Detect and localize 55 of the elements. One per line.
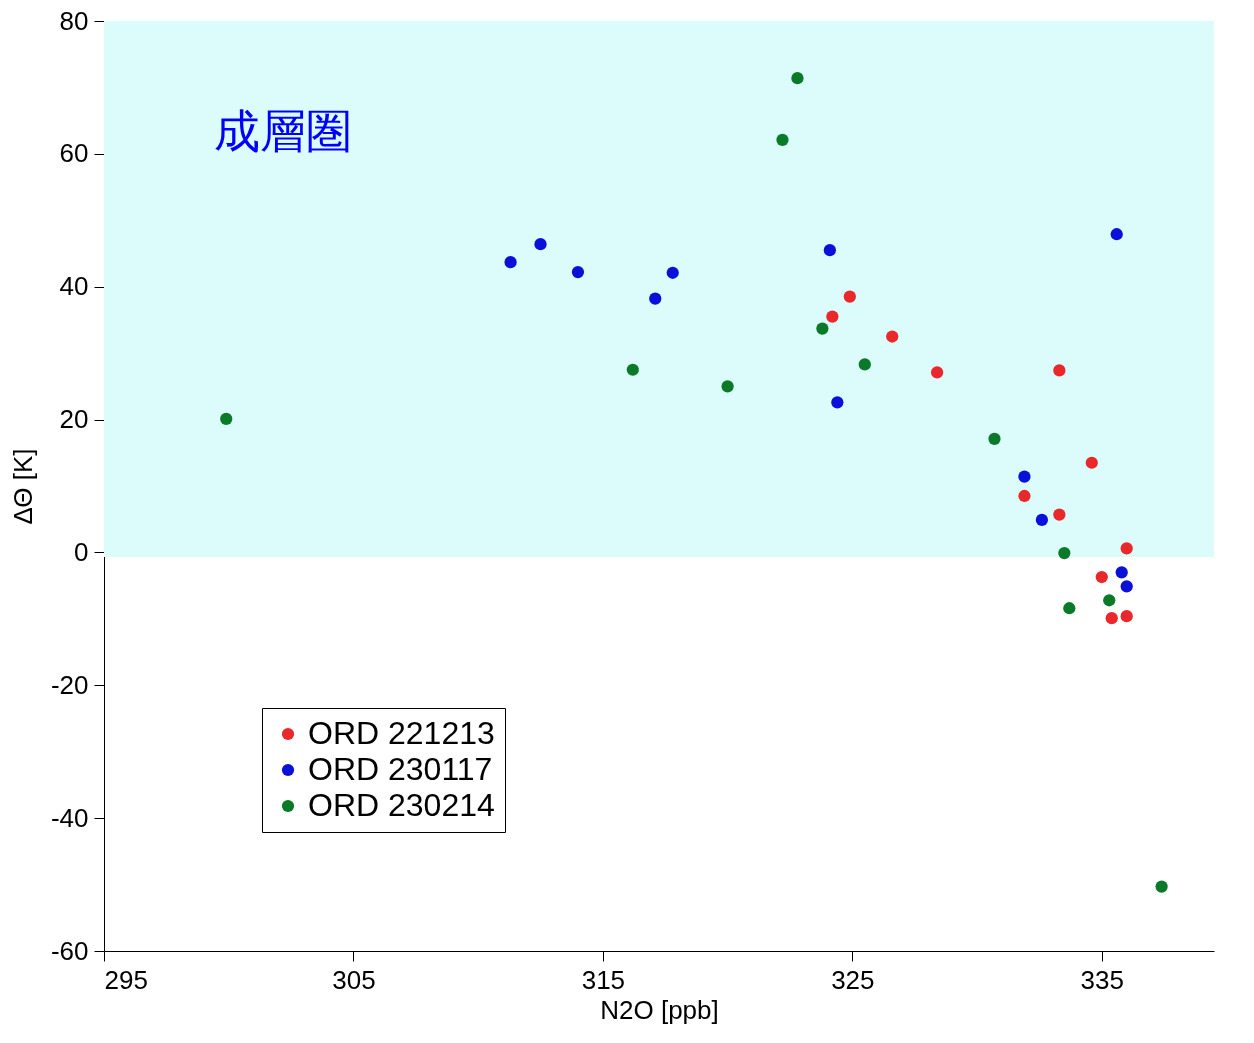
- x-tick-label: 335: [1080, 964, 1124, 995]
- point: [886, 330, 899, 343]
- point: [1120, 542, 1133, 555]
- y-tick-label: -40: [50, 802, 89, 833]
- point: [534, 238, 547, 251]
- point: [1103, 594, 1116, 607]
- y-tick-label: 0: [74, 536, 89, 567]
- y-tick-label: -60: [50, 935, 89, 966]
- point: [1018, 470, 1031, 483]
- point: [571, 265, 585, 279]
- y-tick-label: 20: [59, 404, 89, 435]
- point: [1053, 364, 1066, 377]
- point: [1063, 602, 1076, 615]
- point: [1035, 513, 1049, 526]
- point: [1085, 456, 1098, 469]
- legend-label: ORD 221213: [308, 715, 495, 751]
- point: [1018, 489, 1031, 503]
- point: [1155, 880, 1168, 893]
- x-tick-label: 305: [332, 964, 376, 995]
- point: [1058, 546, 1071, 560]
- point: [1110, 228, 1123, 241]
- x-tick-label: 315: [581, 964, 626, 995]
- point: [826, 310, 839, 323]
- legend-label: ORD 230117: [308, 751, 493, 787]
- point: [831, 396, 844, 409]
- point: [1120, 610, 1133, 623]
- x-axis-title: N2O [ppb]: [600, 994, 719, 1025]
- y-axis-title: ΔΘ [K]: [7, 448, 38, 525]
- point: [626, 363, 639, 376]
- point: [816, 322, 829, 335]
- legend-label: ORD 230214: [308, 787, 495, 823]
- point: [843, 290, 856, 303]
- point: [988, 432, 1001, 445]
- y-tick-label: 80: [59, 5, 89, 36]
- point: [721, 380, 734, 393]
- point: [1053, 508, 1066, 521]
- point: [504, 256, 517, 269]
- point: [931, 366, 944, 379]
- y-tick-label: -20: [50, 669, 89, 700]
- point: [823, 244, 836, 257]
- point: [220, 412, 233, 426]
- x-tick-label: 325: [831, 964, 875, 995]
- point: [1095, 570, 1108, 584]
- point: [858, 358, 871, 371]
- point: [666, 266, 679, 279]
- x-tick-label: 295: [104, 964, 148, 995]
- point: [776, 133, 789, 147]
- point: [649, 292, 662, 305]
- y-tick-label: 40: [59, 271, 89, 302]
- point: [791, 72, 804, 85]
- point: [1120, 580, 1133, 593]
- point: [1105, 612, 1118, 625]
- point: [1115, 566, 1128, 579]
- band-label: 成層圏: [214, 105, 352, 157]
- y-tick-label: 60: [59, 138, 89, 169]
